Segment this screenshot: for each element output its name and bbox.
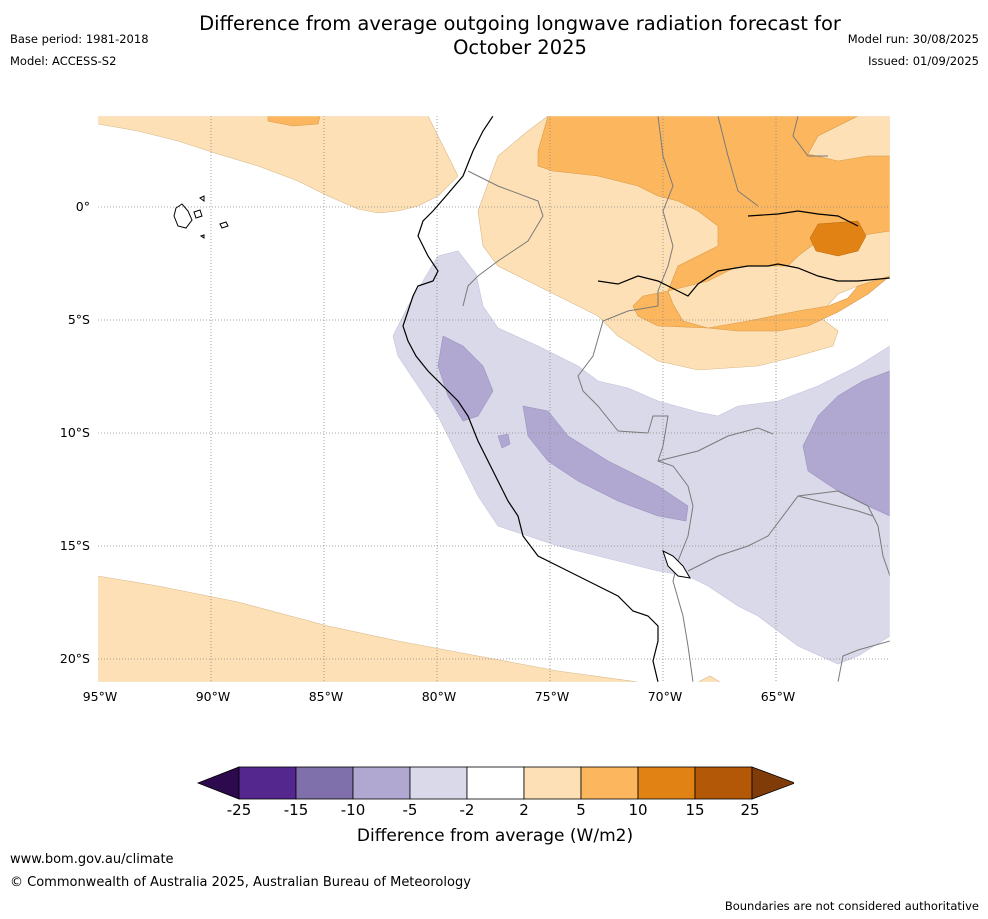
lat-label-20s: 20°S: [59, 651, 90, 666]
colorbar-tick-label: 5: [576, 801, 586, 819]
colorbar-arrow-max: [751, 766, 794, 800]
footer-disclaimer: Boundaries are not considered authoritat…: [724, 899, 979, 913]
lon-label-90w: 90°W: [195, 689, 231, 704]
colorbar-segment: [694, 766, 753, 800]
map-title: Difference from average outgoing longwav…: [120, 12, 920, 60]
colorbar-tick-label: 15: [685, 801, 705, 819]
colorbar-segment: [352, 766, 411, 800]
footer-url[interactable]: www.bom.gov.au/climate: [10, 852, 174, 867]
anomaly-light-lavender: [392, 250, 890, 665]
colorbar-title: Difference from average (W/m2): [356, 826, 634, 846]
anomaly-medium-lavender: [437, 335, 890, 522]
colorbar-tick-label: 2: [519, 801, 529, 819]
lon-label-65w: 65°W: [760, 689, 796, 704]
issued-date: Issued: 01/09/2025: [868, 54, 979, 68]
colorbar-tick-label: -2: [459, 801, 475, 819]
galapagos-islands: [173, 195, 229, 239]
lat-label-15s: 15°S: [59, 538, 90, 553]
lon-label-75w: 75°W: [534, 689, 570, 704]
anomaly-dark-orange: [809, 220, 867, 257]
colorbar: [196, 766, 794, 800]
colorbar-segment: [637, 766, 696, 800]
colorbar-arrow-min: [196, 766, 240, 800]
model-name: Model: ACCESS-S2: [10, 54, 117, 68]
colorbar-segment: [295, 766, 354, 800]
model-run: Model run: 30/08/2025: [847, 32, 979, 46]
colorbar-segment: [523, 766, 582, 800]
colorbar-segment: [466, 766, 525, 800]
colorbar-tick-label: -15: [283, 801, 309, 819]
map-canvas: [98, 116, 890, 682]
lat-label-0: 0°: [75, 199, 90, 214]
title-line-2: October 2025: [453, 36, 587, 59]
colorbar-tick-label: -10: [340, 801, 366, 819]
coastline: [402, 116, 890, 682]
colorbar-segment: [409, 766, 468, 800]
lon-label-95w: 95°W: [82, 689, 118, 704]
lon-label-85w: 85°W: [308, 689, 344, 704]
lon-label-80w: 80°W: [421, 689, 457, 704]
lat-label-10s: 10°S: [59, 425, 90, 440]
colorbar-segment: [238, 766, 297, 800]
title-line-1: Difference from average outgoing longwav…: [199, 12, 841, 35]
base-period: Base period: 1981-2018: [10, 32, 149, 46]
colorbar-tick-label: -25: [226, 801, 252, 819]
colorbar-tick-label: -5: [402, 801, 418, 819]
meta-left: Base period: 1981-2018 Model: ACCESS-S2: [10, 28, 149, 72]
colorbar-tick-label: 25: [740, 801, 760, 819]
country-boundaries: [462, 116, 890, 682]
lat-label-5s: 5°S: [67, 312, 90, 327]
meta-right: Model run: 30/08/2025 Issued: 01/09/2025: [848, 28, 979, 72]
colorbar-tick-label: 10: [628, 801, 648, 819]
lake-titicaca: [662, 550, 691, 579]
graticule: [98, 116, 890, 682]
lon-label-70w: 70°W: [647, 689, 683, 704]
footer-copyright: © Commonwealth of Australia 2025, Austra…: [10, 875, 471, 890]
colorbar-segment: [580, 766, 639, 800]
